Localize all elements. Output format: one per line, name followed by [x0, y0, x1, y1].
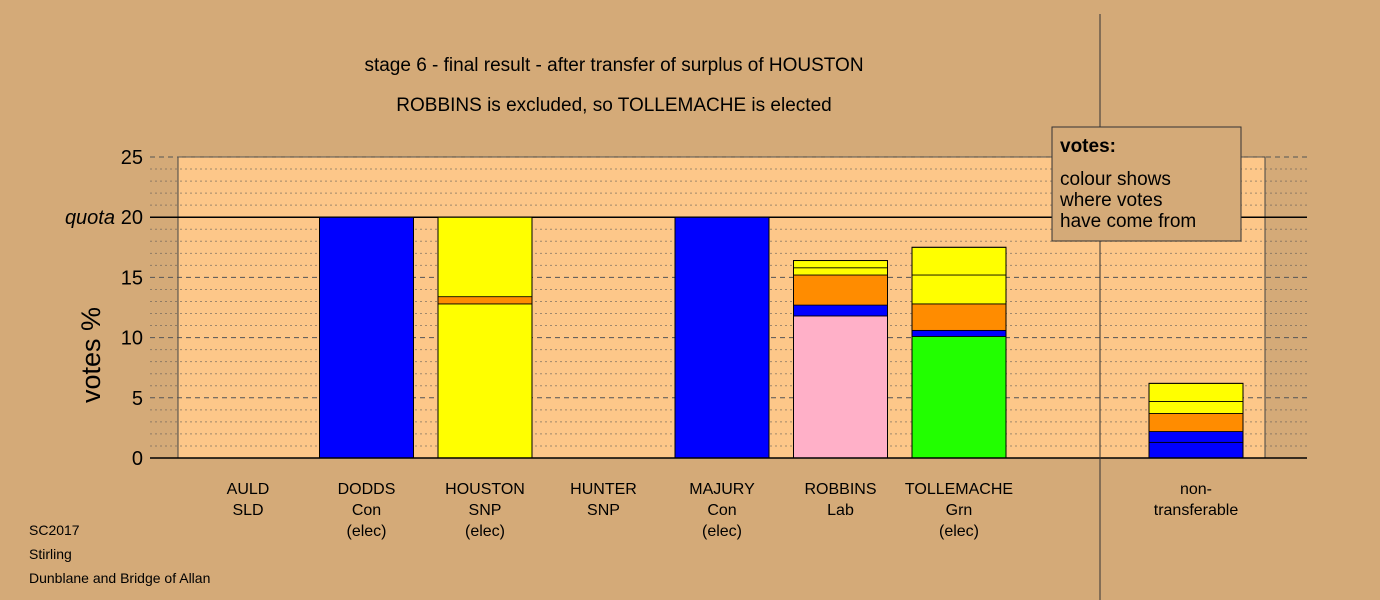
category-label: SNP: [587, 502, 620, 519]
chart-title: stage 6 - final result - after transfer …: [364, 55, 863, 76]
y-tick-label: 20: [121, 207, 143, 229]
footer-council: Stirling: [29, 546, 72, 562]
category-label: HUNTER: [570, 481, 637, 498]
bar-segment: [319, 216, 414, 459]
y-tick-label: 10: [121, 328, 143, 350]
category-label: (elec): [346, 523, 386, 540]
category-label: ROBBINS: [804, 481, 876, 498]
category-label: DODDS: [338, 481, 396, 498]
bar-segment: [793, 260, 888, 269]
category-label: (elec): [465, 523, 505, 540]
bar-segment: [793, 315, 888, 459]
bar-segment: [911, 274, 1007, 305]
bar-segment: [911, 329, 1007, 337]
bar-segment: [1148, 431, 1244, 443]
category-label: transferable: [1154, 502, 1239, 519]
category-label: (elec): [939, 523, 979, 540]
category-labels: AULD SLD DODDS Con (elec) HOUSTON SNP (elec) HUN…: [227, 481, 1239, 540]
category-label: SNP: [469, 502, 502, 519]
category-label: AULD: [227, 481, 270, 498]
category-label: (elec): [702, 523, 742, 540]
category-label: Lab: [827, 502, 854, 519]
legend-line-1: colour shows: [1060, 169, 1171, 190]
category-label: Con: [352, 502, 381, 519]
quota-label: quota: [65, 207, 115, 229]
y-tick-label: 0: [132, 448, 143, 470]
legend-line-3: have come from: [1060, 211, 1196, 232]
category-label: Con: [707, 502, 736, 519]
y-tick-label: 15: [121, 267, 143, 289]
bars: [319, 216, 1244, 459]
bar-segment: [1148, 413, 1244, 432]
bar-segment: [911, 246, 1007, 276]
footer-election: SC2017: [29, 522, 80, 538]
bar-segment: [793, 267, 888, 276]
legend-title: votes:: [1060, 136, 1116, 157]
legend-line-2: where votes: [1059, 190, 1162, 211]
bar-segment: [437, 303, 533, 459]
chart-subtitle: ROBBINS is excluded, so TOLLEMACHE is el…: [396, 95, 831, 116]
footer-ward: Dunblane and Bridge of Allan: [29, 570, 211, 586]
category-label: TOLLEMACHE: [905, 481, 1013, 498]
bar-segment: [437, 296, 533, 305]
bar-segment: [1148, 401, 1244, 414]
bar-segment: [911, 303, 1007, 331]
axes: 0 5 10 15 20 25: [121, 14, 1307, 600]
bar-segment: [793, 274, 888, 306]
bar-segment: [911, 335, 1007, 459]
category-label: Grn: [946, 502, 973, 519]
y-tick-label: 5: [132, 388, 143, 410]
category-label: SLD: [232, 502, 263, 519]
bar-segment: [674, 216, 770, 459]
y-axis-label: votes %: [76, 307, 106, 403]
bar-segment: [437, 216, 533, 298]
y-tick-label: 25: [121, 147, 143, 169]
bar-segment: [793, 304, 888, 317]
category-label: HOUSTON: [445, 481, 525, 498]
category-label: non-: [1180, 481, 1212, 498]
legend-box: votes: colour shows where votes have com…: [1051, 126, 1242, 242]
bar-segment: [1148, 382, 1244, 402]
category-label: MAJURY: [689, 481, 755, 498]
bar-segment: [1148, 441, 1244, 459]
